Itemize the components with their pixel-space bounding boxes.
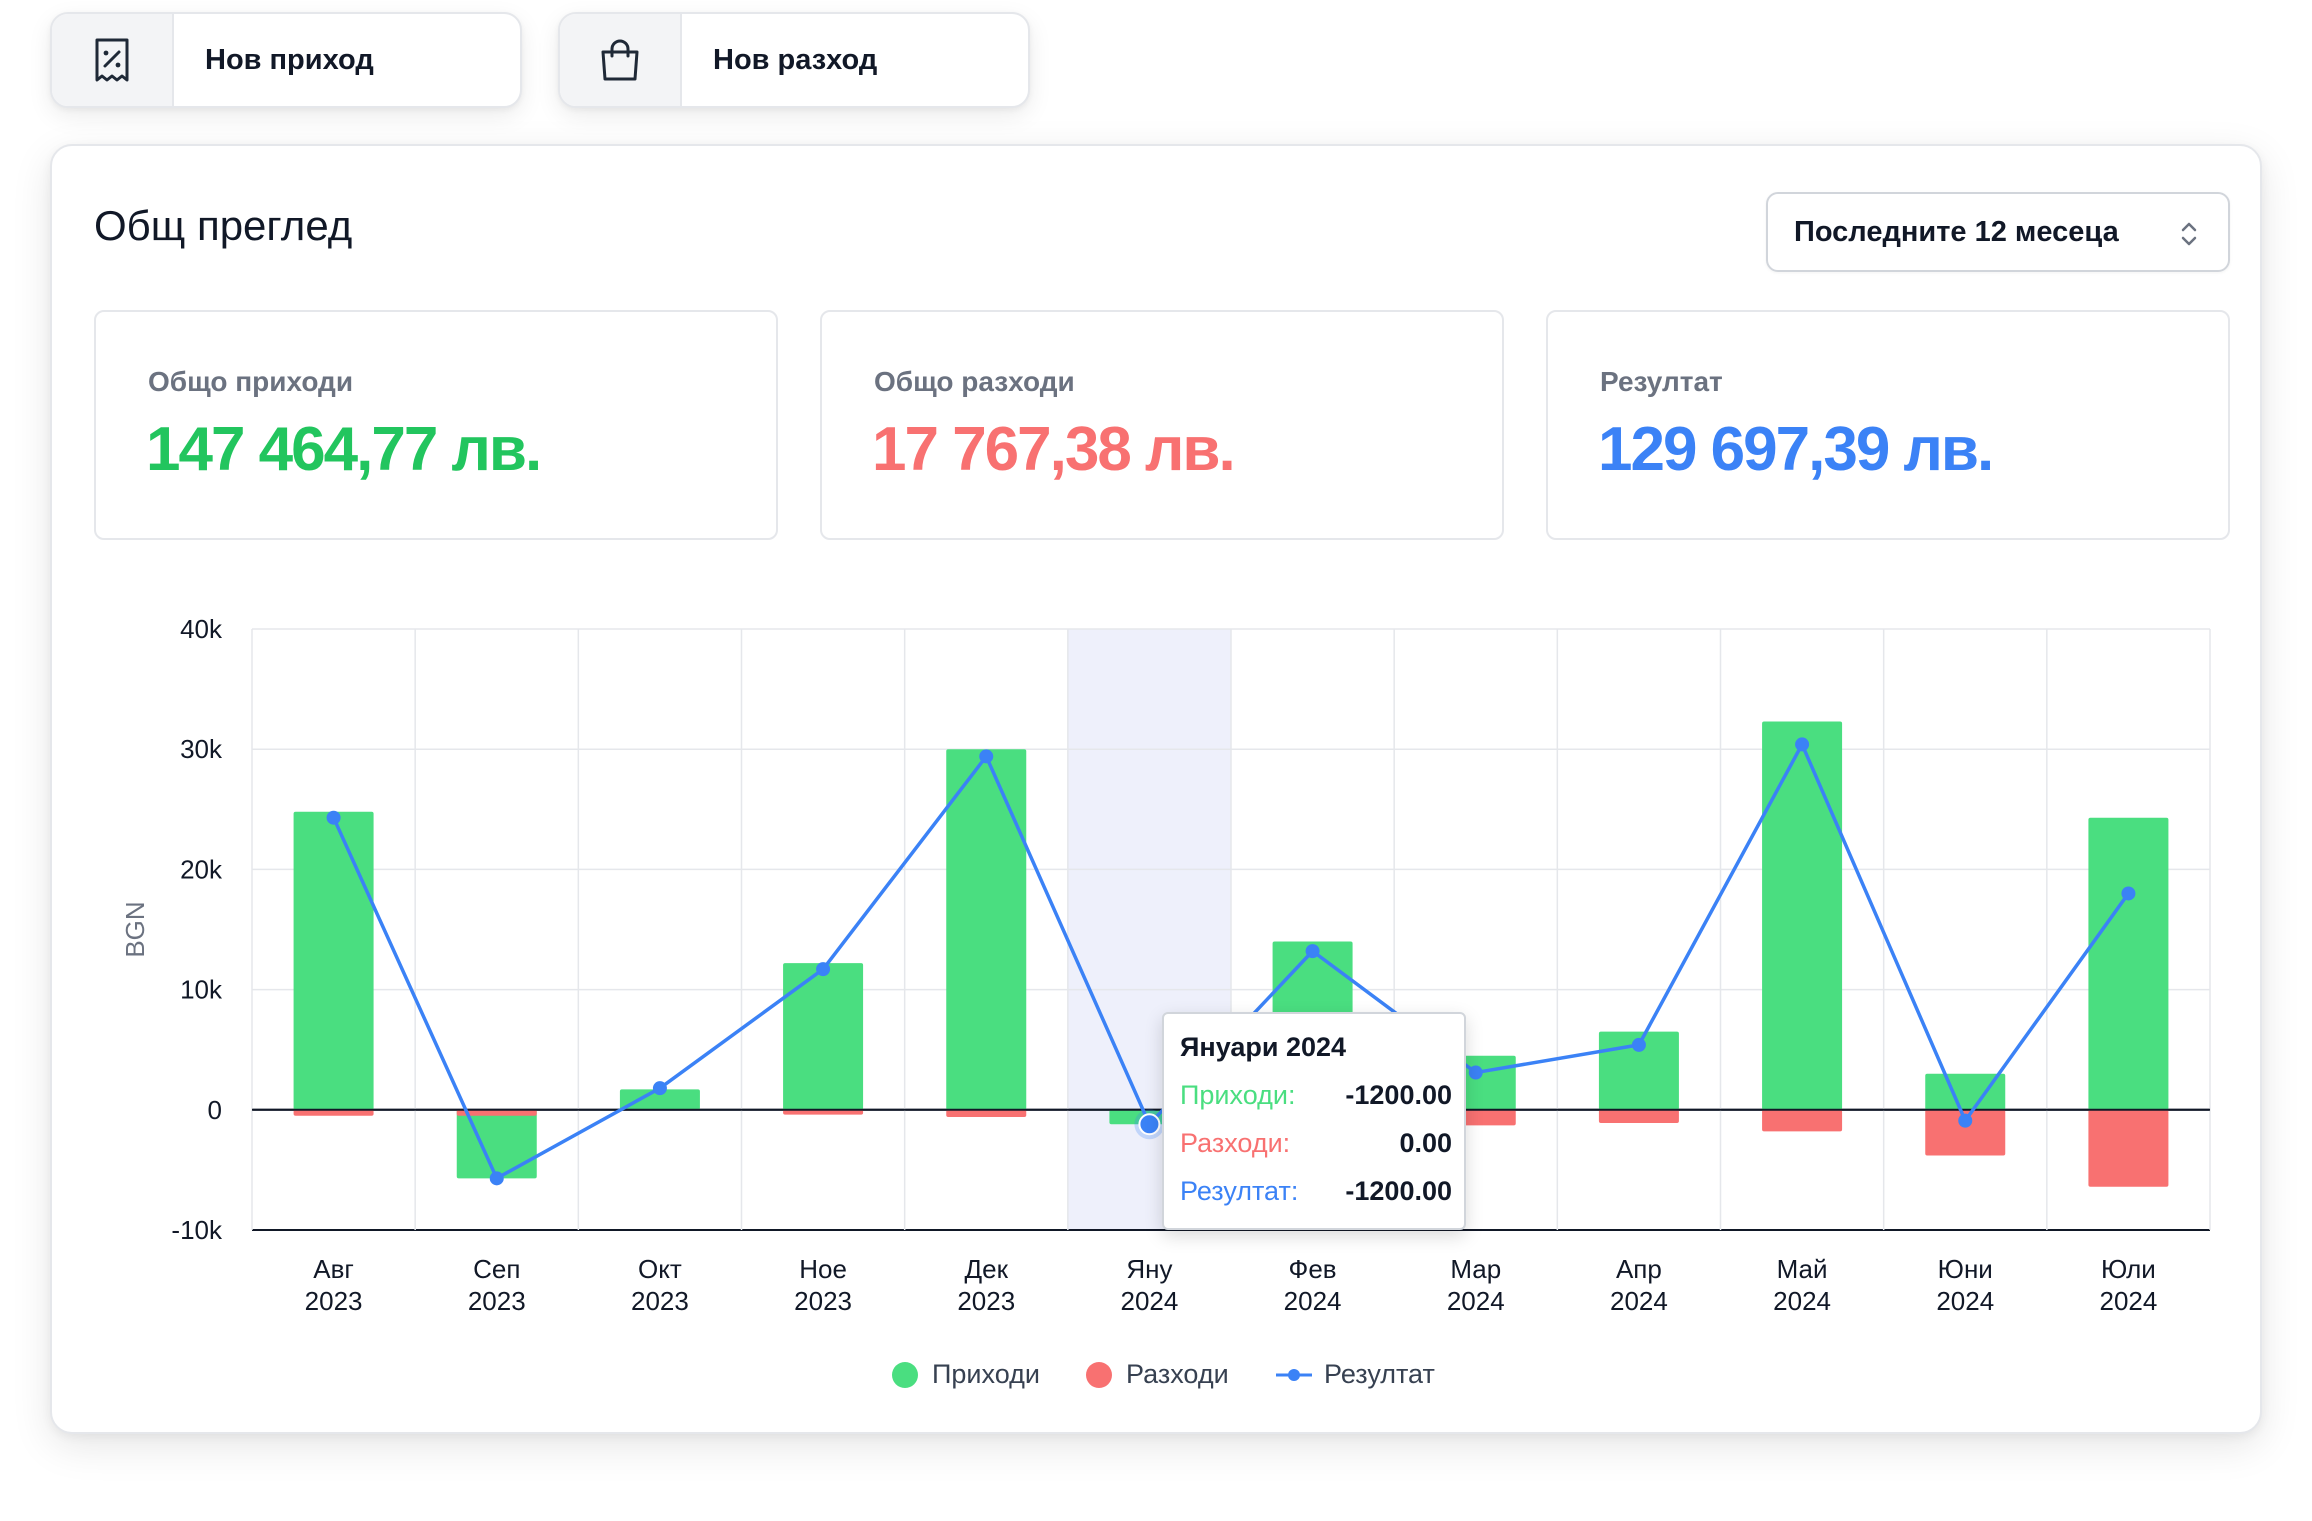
x-tick-year-label: 2024 bbox=[1610, 1286, 1668, 1316]
tooltip-income-label: Приходи: bbox=[1180, 1080, 1296, 1110]
legend-income-label: Приходи bbox=[932, 1359, 1040, 1389]
chevron-up-down-icon bbox=[2181, 222, 2197, 246]
x-tick-year-label: 2023 bbox=[794, 1286, 852, 1316]
chart-tooltip: Януари 2024 Приходи: -1200.00 Разходи: 0… bbox=[1162, 1012, 1466, 1230]
legend-item-expense[interactable]: Разходи bbox=[1086, 1359, 1229, 1390]
y-tick-label: 10k bbox=[180, 975, 223, 1005]
legend-expense-label: Разходи bbox=[1126, 1359, 1229, 1389]
x-tick-year-label: 2023 bbox=[468, 1286, 526, 1316]
result-point bbox=[979, 749, 994, 764]
result-point bbox=[1958, 1113, 1973, 1128]
x-tick-month-label: Дек bbox=[965, 1254, 1009, 1284]
income-expense-chart: -10k010k20k30k40kBGNАвг2023Сеп2023Окт202… bbox=[120, 614, 2211, 1316]
x-tick-year-label: 2023 bbox=[957, 1286, 1015, 1316]
x-tick-year-label: 2024 bbox=[1120, 1286, 1178, 1316]
y-tick-label: 40k bbox=[180, 614, 223, 644]
x-tick-month-label: Юли bbox=[2101, 1254, 2156, 1284]
x-tick-year-label: 2024 bbox=[1447, 1286, 1505, 1316]
expense-bar bbox=[2088, 1109, 2169, 1187]
result-point bbox=[326, 810, 341, 825]
x-tick-month-label: Сеп bbox=[473, 1254, 520, 1284]
expense-bar bbox=[1598, 1109, 1679, 1124]
overview-card: Общ преглед Последните 12 месеца Общо пр… bbox=[50, 144, 2262, 1434]
y-tick-label: 20k bbox=[180, 854, 223, 884]
total-income-value: 147 464,77 лв. bbox=[146, 415, 542, 484]
income-bar bbox=[946, 749, 1027, 1110]
x-tick-year-label: 2024 bbox=[1284, 1286, 1342, 1316]
income-bar bbox=[456, 1109, 537, 1179]
tooltip-expense-value: 0.00 bbox=[1399, 1128, 1452, 1158]
income-bar bbox=[1925, 1073, 2006, 1110]
result-label: Резултат bbox=[1600, 366, 1723, 397]
result-point bbox=[1305, 944, 1320, 959]
total-expense-label: Общо разходи bbox=[874, 366, 1075, 397]
income-bar bbox=[619, 1089, 700, 1110]
result-card: Резултат 129 697,39 лв. bbox=[1546, 310, 2230, 540]
total-expense-value: 17 767,38 лв. bbox=[872, 415, 1236, 484]
tooltip-title: Януари 2024 bbox=[1180, 1032, 1347, 1062]
new-expense-button[interactable]: Нов разход bbox=[558, 12, 1030, 108]
legend-result-label: Резултат bbox=[1324, 1359, 1435, 1389]
new-income-button[interactable]: Нов приход bbox=[50, 12, 522, 108]
result-line-swatch-icon bbox=[1276, 1368, 1312, 1381]
x-tick-month-label: Ное bbox=[799, 1254, 847, 1284]
expense-bar bbox=[783, 1109, 864, 1115]
expense-bar bbox=[293, 1109, 374, 1116]
result-point bbox=[1631, 1037, 1646, 1052]
expense-bar bbox=[946, 1109, 1027, 1118]
x-tick-month-label: Апр bbox=[1616, 1254, 1662, 1284]
tooltip-expense-label: Разходи: bbox=[1180, 1128, 1291, 1158]
x-tick-month-label: Мар bbox=[1450, 1254, 1501, 1284]
new-expense-label: Нов разход bbox=[713, 43, 878, 76]
x-tick-year-label: 2023 bbox=[305, 1286, 363, 1316]
result-point-active bbox=[1138, 1113, 1161, 1136]
result-point bbox=[1468, 1065, 1483, 1080]
total-income-card: Общо приходи 147 464,77 лв. bbox=[94, 310, 778, 540]
income-bar bbox=[1762, 721, 1843, 1110]
x-tick-month-label: Яну bbox=[1126, 1254, 1172, 1284]
x-tick-month-label: Авг bbox=[313, 1254, 354, 1284]
y-axis-label: BGN bbox=[120, 901, 150, 957]
x-tick-year-label: 2023 bbox=[631, 1286, 689, 1316]
y-tick-label: 0 bbox=[208, 1095, 222, 1125]
overview-title: Общ преглед bbox=[94, 202, 353, 249]
tooltip-result-value: -1200.00 bbox=[1345, 1176, 1452, 1206]
result-point bbox=[489, 1171, 504, 1186]
x-tick-year-label: 2024 bbox=[1773, 1286, 1831, 1316]
x-tick-month-label: Фев bbox=[1289, 1254, 1337, 1284]
legend-item-result[interactable]: Резултат bbox=[1274, 1359, 1435, 1390]
total-expense-card: Общо разходи 17 767,38 лв. bbox=[820, 310, 1504, 540]
income-swatch-icon bbox=[892, 1361, 918, 1388]
receipt-percent-icon bbox=[52, 14, 174, 106]
x-tick-year-label: 2024 bbox=[1936, 1286, 1994, 1316]
period-select[interactable]: Последните 12 месеца bbox=[1766, 192, 2230, 272]
tooltip-income-value: -1200.00 bbox=[1345, 1080, 1452, 1110]
total-income-label: Общо приходи bbox=[148, 366, 354, 397]
expense-swatch-icon bbox=[1086, 1361, 1112, 1388]
result-value: 129 697,39 лв. bbox=[1598, 415, 1994, 484]
income-bar bbox=[293, 811, 374, 1110]
expense-bar bbox=[1925, 1109, 2006, 1156]
x-tick-month-label: Юни bbox=[1938, 1254, 1993, 1284]
period-select-value: Последните 12 месеца bbox=[1794, 215, 2119, 248]
income-bar bbox=[783, 963, 864, 1110]
expense-bar bbox=[456, 1109, 537, 1116]
x-tick-month-label: Окт bbox=[638, 1254, 682, 1284]
result-point bbox=[816, 962, 831, 977]
x-tick-month-label: Май bbox=[1777, 1254, 1828, 1284]
income-bar bbox=[1598, 1031, 1679, 1110]
legend-item-income[interactable]: Приходи bbox=[892, 1359, 1040, 1390]
x-tick-year-label: 2024 bbox=[2099, 1286, 2157, 1316]
y-tick-label: 30k bbox=[180, 734, 223, 764]
tooltip-result-label: Резултат: bbox=[1180, 1176, 1299, 1206]
new-income-label: Нов приход bbox=[205, 43, 374, 76]
result-point bbox=[1795, 737, 1810, 752]
expense-bar bbox=[1762, 1109, 1843, 1132]
y-tick-label: -10k bbox=[171, 1215, 223, 1245]
shopping-bag-icon bbox=[560, 14, 682, 106]
income-bar bbox=[2088, 817, 2169, 1110]
result-point bbox=[652, 1081, 667, 1096]
result-point bbox=[2121, 886, 2136, 901]
